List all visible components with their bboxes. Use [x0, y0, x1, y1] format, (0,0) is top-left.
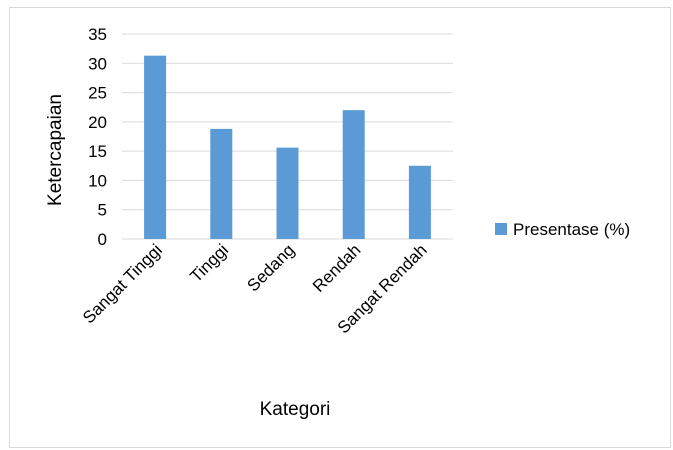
- y-tick-label: 15: [88, 142, 107, 161]
- y-tick-label: 30: [88, 54, 107, 73]
- bars: [144, 55, 431, 240]
- bar: [144, 55, 167, 239]
- x-tick-label: Sangat Tinggi: [79, 240, 166, 327]
- gridlines: [122, 33, 453, 240]
- x-tick-label: Tinggi: [186, 240, 232, 286]
- y-tick-label: 25: [88, 84, 107, 103]
- y-tick-label: 35: [88, 25, 107, 44]
- bar: [408, 165, 431, 239]
- x-tick-label: Rendah: [309, 240, 365, 296]
- y-tick-label: 5: [98, 201, 107, 220]
- bar: [210, 128, 233, 239]
- y-tick-label: 10: [88, 171, 107, 190]
- legend-swatch: [495, 223, 507, 235]
- y-tick-label: 20: [88, 113, 107, 132]
- y-tick-label: 0: [98, 230, 107, 249]
- legend-label: Presentase (%): [513, 220, 630, 239]
- y-axis-label: Ketercapaian: [45, 94, 66, 206]
- y-axis-ticks: 0 5 10 15 20 25 30 35: [88, 25, 107, 249]
- legend: Presentase (%): [495, 220, 630, 239]
- bar: [276, 147, 299, 239]
- x-tick-label: Sedang: [243, 240, 298, 295]
- chart-frame: [9, 7, 671, 448]
- x-axis-label: Kategori: [260, 399, 331, 420]
- bar: [342, 110, 365, 240]
